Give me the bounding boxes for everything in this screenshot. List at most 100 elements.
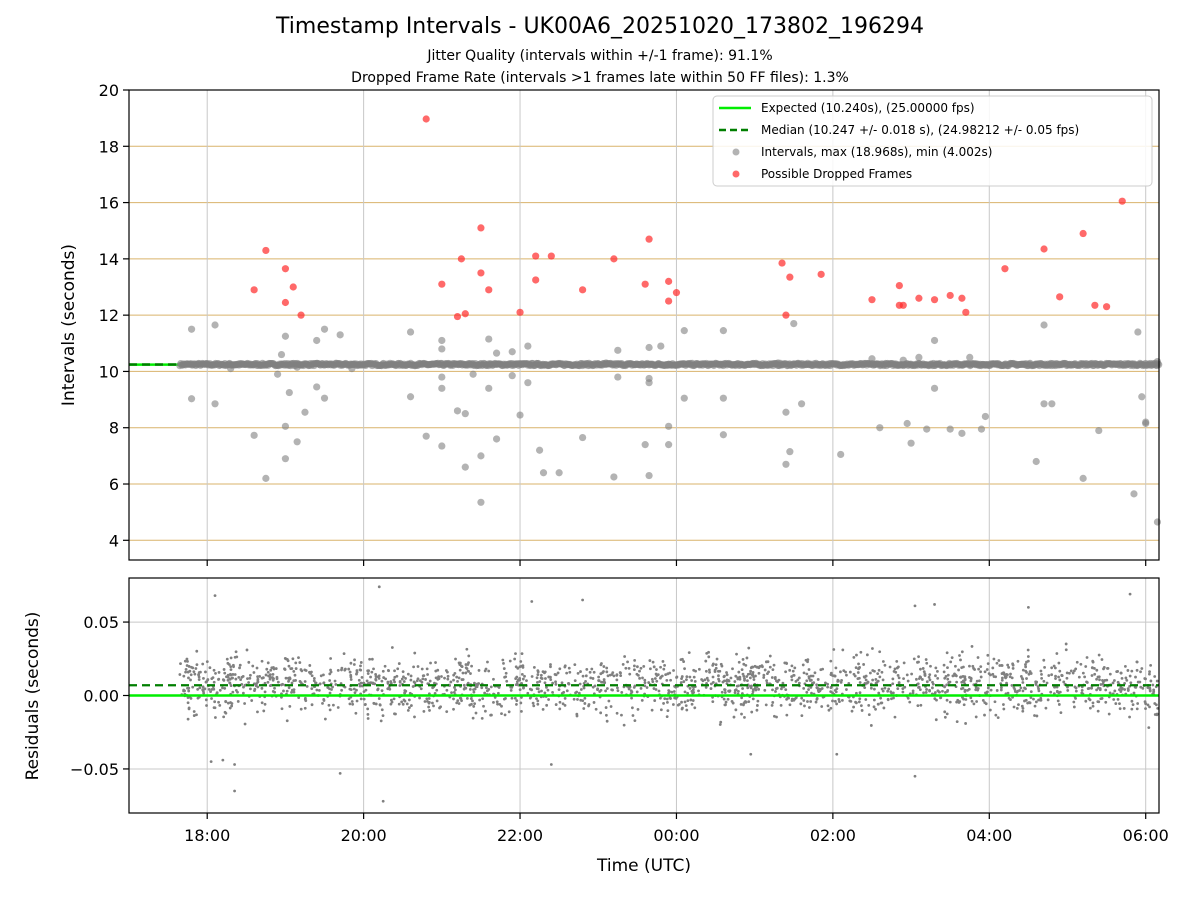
residual-point [266, 661, 270, 665]
residual-point [187, 706, 191, 710]
residual-point [747, 700, 751, 703]
residual-point [223, 671, 227, 675]
residual-point [402, 698, 406, 702]
interval-outlier-point [348, 365, 356, 373]
residual-point [862, 663, 866, 666]
residual-point [897, 681, 901, 684]
residual-point [230, 676, 234, 680]
residual-point [742, 674, 746, 678]
dropped-frame-point [579, 286, 587, 294]
residual-point [867, 703, 871, 707]
residual-point [262, 709, 266, 713]
residual-point [440, 675, 443, 678]
residual-point [222, 678, 226, 682]
residual-point [800, 696, 804, 700]
residual-outlier-point [749, 752, 753, 756]
residual-point [615, 678, 619, 682]
residual-point [1071, 671, 1075, 675]
residual-point [1056, 699, 1060, 703]
residual-point [833, 699, 837, 703]
residual-point [805, 679, 809, 683]
residual-point [868, 671, 872, 675]
residual-point [409, 674, 413, 678]
residual-point [328, 679, 332, 682]
residual-point [366, 707, 370, 711]
residual-point [1042, 658, 1046, 662]
residual-point [1021, 668, 1025, 672]
residual-point [515, 675, 519, 679]
residual-point [263, 681, 267, 685]
residual-point [988, 708, 992, 712]
residual-point [535, 676, 539, 680]
interval-outlier-point [469, 370, 477, 378]
residual-point [943, 691, 947, 694]
residual-point [303, 680, 307, 683]
residual-point [561, 702, 565, 706]
residual-point [433, 692, 437, 695]
residual-point [349, 673, 353, 677]
residual-point [979, 670, 982, 674]
residual-point [1072, 705, 1076, 709]
residual-point [473, 702, 477, 706]
residual-point [188, 669, 192, 673]
residual-point [211, 676, 215, 680]
residual-point [318, 682, 322, 686]
residual-point [291, 657, 295, 661]
residual-point [254, 684, 258, 688]
residual-point [652, 665, 656, 669]
residual-point [616, 686, 619, 690]
residual-point [1040, 673, 1043, 676]
dropped-frame-point [1056, 293, 1064, 301]
residual-point [381, 669, 385, 673]
residual-point [557, 688, 561, 692]
residual-point [734, 674, 738, 678]
residual-point [949, 660, 953, 664]
residual-point [784, 661, 788, 665]
residual-point [1108, 672, 1112, 676]
interval-outlier-point [211, 400, 219, 408]
residual-point [919, 676, 923, 679]
residual-point [921, 667, 925, 670]
residual-point [520, 652, 524, 656]
residual-point [212, 706, 216, 710]
residual-point [308, 664, 312, 667]
intervals-y-tick-label: 8 [109, 419, 119, 438]
residual-point [592, 701, 596, 704]
residual-point [1053, 685, 1057, 689]
dropped-frame-point [1001, 265, 1009, 273]
residual-point [1062, 680, 1066, 684]
residual-point [290, 688, 294, 692]
residual-point [740, 712, 743, 716]
intervals-axes-frame [128, 89, 1160, 561]
dropped-frame-point [532, 252, 540, 260]
residual-point [839, 670, 842, 674]
residual-point [599, 688, 603, 692]
residual-point [549, 665, 552, 669]
residual-point [924, 691, 928, 694]
interval-outlier-point [187, 395, 196, 403]
residual-point [480, 686, 484, 690]
residual-point [897, 676, 901, 680]
residual-point [768, 654, 772, 658]
residual-point [528, 696, 532, 700]
dropped-frame-point [262, 246, 270, 255]
residual-point [396, 667, 400, 671]
interval-outlier-point [461, 410, 469, 418]
residual-point [717, 677, 720, 681]
x-tick-label: 18:00 [184, 826, 230, 845]
residual-point [412, 665, 416, 669]
residual-point [470, 664, 473, 668]
residual-point [1068, 671, 1071, 675]
residual-point [605, 687, 609, 690]
residual-point [869, 686, 873, 690]
residual-point [743, 715, 746, 719]
residual-point [757, 671, 761, 675]
residual-point [421, 674, 425, 678]
residual-point [538, 680, 542, 683]
interval-outlier-point [1138, 393, 1146, 401]
residual-outlier-point [913, 774, 917, 778]
residual-point [876, 702, 880, 706]
interval-outlier-point [930, 384, 939, 392]
residual-point [195, 649, 199, 653]
residual-point [802, 671, 806, 675]
